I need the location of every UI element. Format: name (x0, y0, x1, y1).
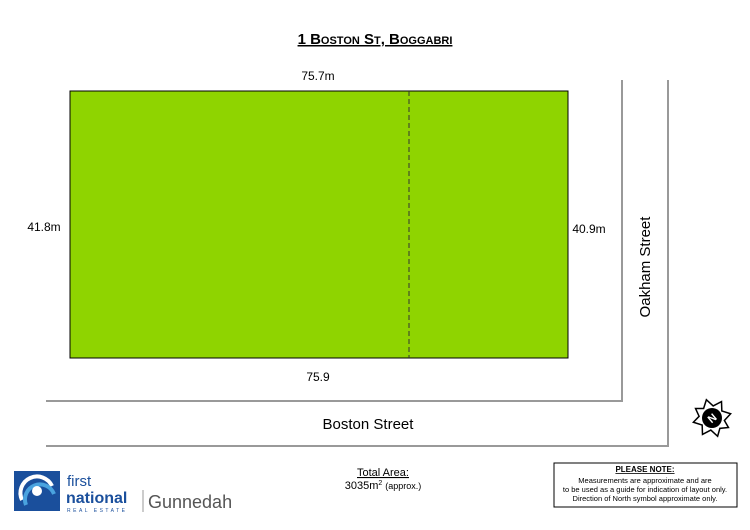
area-text: 3035m2 (approx.) (345, 480, 422, 492)
note-heading: PLEASE NOTE: (615, 465, 674, 474)
street-edge (46, 80, 623, 402)
dim-bottom: 75.9 (306, 370, 330, 384)
area-power: 2 (378, 480, 382, 487)
dim-left: 41.8m (27, 220, 60, 234)
area-label: Total Area: (357, 467, 409, 479)
street-edge (46, 80, 669, 447)
logo-first: first (67, 473, 92, 490)
logo: first national REAL ESTATE Gunnedah (14, 471, 232, 514)
compass: N (691, 398, 732, 438)
area-value: 3035m (345, 480, 379, 492)
title: 1 Boston St, Boggabri (298, 31, 453, 48)
note-line: Measurements are approximate and are (578, 476, 711, 485)
area-note: (approx.) (385, 481, 421, 491)
note-line: Direction of North symbol approximate on… (573, 494, 718, 503)
note-line: to be used as a guide for indication of … (563, 485, 727, 494)
dim-right: 40.9m (572, 222, 605, 236)
logo-national: national (66, 490, 127, 507)
street-label: Oakham Street (637, 216, 654, 318)
lot (69, 90, 569, 359)
street-label: Boston Street (323, 416, 415, 433)
dim-top: 75.7m (301, 69, 334, 83)
logo-tagline: REAL ESTATE (67, 508, 127, 514)
note-box (553, 462, 738, 508)
logo-office: Gunnedah (148, 492, 232, 512)
